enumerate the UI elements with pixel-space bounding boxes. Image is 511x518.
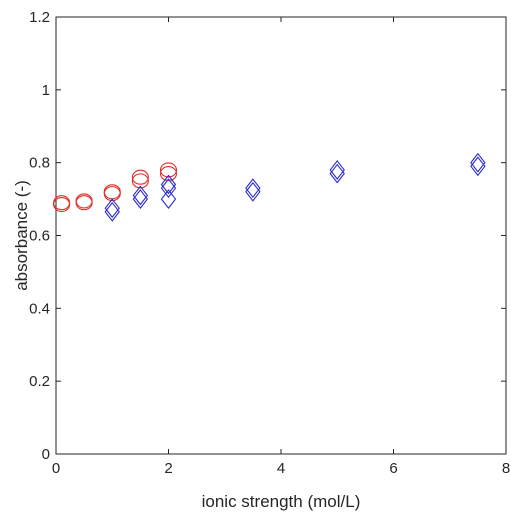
x-tick-label: 2 [164,460,172,477]
series-0-circle-markers [53,162,178,213]
y-axis-ticks: 0 0.2 0.4 0.6 0.8 1 1.2 [29,9,506,463]
diamond-marker [160,178,177,199]
axes-box [55,16,507,455]
diamond-marker [160,174,177,195]
y-tick-label: 1 [42,82,50,99]
circle-marker [159,162,178,178]
plot-area: 0 2 4 6 8 0 0.2 0.4 0.6 0.8 1 1.2 [29,9,510,477]
diamond-marker [470,156,486,177]
x-axis-ticks: 0 2 4 6 8 [52,17,510,477]
y-tick-label: 1.2 [29,9,50,26]
circle-marker [75,193,93,209]
diamond-marker [104,201,120,222]
y-tick-label: 0.2 [29,373,50,390]
diamond-marker [104,198,120,219]
diamond-marker [470,152,486,173]
x-tick-label: 0 [52,460,60,477]
circle-marker [131,169,149,185]
diamond-marker [245,181,261,202]
diamond-marker [160,189,177,209]
y-tick-label: 0.8 [29,155,50,172]
data-markers [53,152,486,222]
series-1-diamond-markers [104,152,486,222]
x-tick-label: 4 [277,460,285,477]
diamond-marker [132,185,149,206]
y-axis-label: absorbance (-) [12,180,31,291]
x-tick-label: 8 [502,460,510,477]
diamond-marker [329,160,345,180]
circle-marker [159,166,178,182]
circle-marker [53,195,71,211]
circle-marker [131,173,149,189]
x-axis-label: ionic strength (mol/L) [202,492,361,511]
x-tick-label: 6 [389,460,397,477]
y-tick-label: 0 [42,446,50,463]
diamond-marker [132,189,149,209]
diamond-marker [245,178,261,199]
diamond-marker [329,163,345,184]
y-tick-label: 0.4 [29,300,50,317]
y-tick-label: 0.6 [29,228,50,245]
